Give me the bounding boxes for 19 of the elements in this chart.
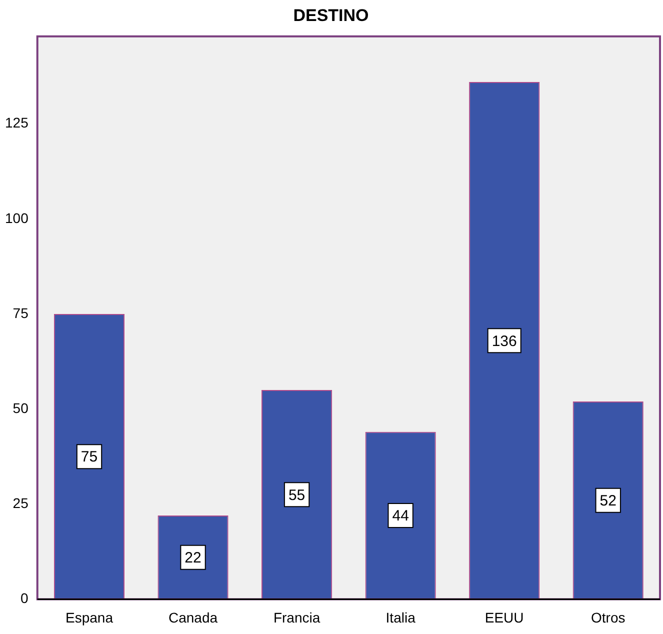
y-tick-label: 100 (5, 210, 29, 226)
data-label: 136 (492, 332, 517, 350)
x-tick-label: Espana (66, 609, 114, 626)
x-tick-label: Otros (590, 609, 626, 626)
chart-title: DESTINO (293, 6, 369, 25)
y-tick-label: 75 (12, 304, 29, 321)
y-tick-label: 125 (5, 114, 29, 131)
x-tick-label: Italia (386, 609, 416, 626)
y-tick-label: 50 (12, 400, 29, 416)
data-label: 52 (600, 492, 616, 510)
x-tick-label: Canada (168, 609, 218, 626)
data-label: 75 (80, 448, 98, 466)
y-tick-label: 25 (12, 494, 29, 511)
data-label: 22 (184, 550, 202, 567)
y-tick-label: 0 (20, 590, 29, 606)
data-label: 55 (288, 486, 306, 504)
x-tick-label: EEUU (484, 609, 524, 626)
data-label: 44 (392, 508, 409, 525)
x-tick-label: Francia (273, 609, 320, 626)
